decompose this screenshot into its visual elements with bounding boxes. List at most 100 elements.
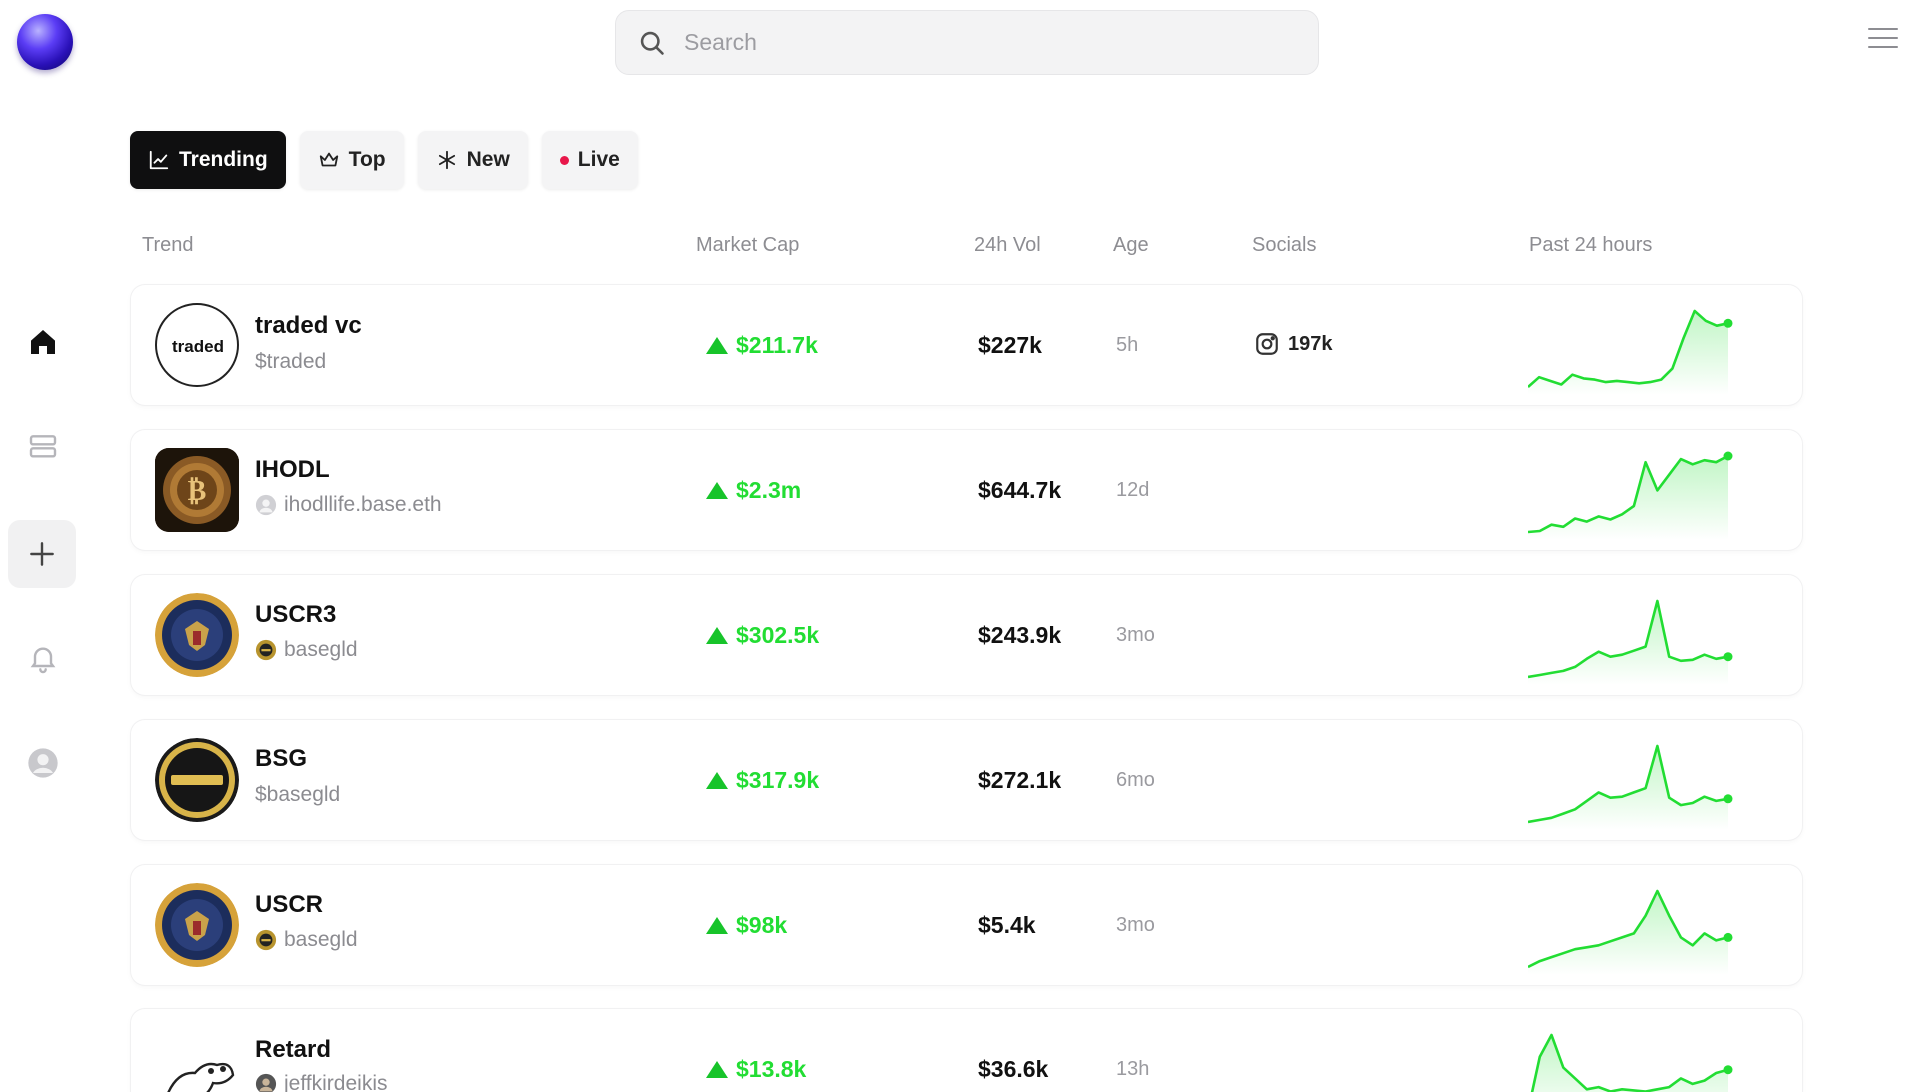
token-ticker: $basegld	[255, 783, 340, 807]
token-creator[interactable]: jeffkirdeikis	[255, 1072, 387, 1092]
tab-top[interactable]: Top	[299, 131, 404, 189]
hamburger-menu-icon[interactable]	[1868, 28, 1898, 52]
column-header-market-cap: Market Cap	[696, 234, 800, 256]
market-cap-text: $211.7k	[736, 332, 818, 358]
token-name: Retard	[255, 1036, 332, 1063]
market-cap-text: $317.9k	[736, 767, 820, 793]
up-triangle-icon	[706, 482, 728, 499]
chart-icon	[149, 150, 169, 170]
sparkline-end-point	[1723, 1065, 1733, 1075]
creator-avatar-icon	[255, 494, 277, 516]
sparkline-line	[1530, 1033, 1729, 1092]
tab-live[interactable]: Live	[541, 131, 638, 189]
token-name: USCR3	[255, 601, 337, 628]
age-value: 6mo	[1116, 769, 1155, 791]
market-cap-text: $302.5k	[736, 622, 820, 648]
creator-name: basegld	[284, 928, 358, 951]
seal-icon	[155, 593, 239, 677]
token-row[interactable]: ₿ IHODL ihodllife.base.eth $2.3m $644.7k…	[131, 430, 1802, 550]
user-icon	[28, 748, 58, 778]
column-header-volume: 24h Vol	[974, 234, 1041, 256]
sidebar-profile[interactable]	[15, 735, 71, 791]
sidebar-notifications[interactable]	[15, 630, 71, 686]
tab-trending[interactable]: Trending	[130, 131, 286, 189]
token-name: BSG	[255, 745, 308, 772]
sparkline-area	[1528, 891, 1728, 975]
token-row[interactable]: USCR basegld $98k $5.4k 3mo	[131, 865, 1802, 985]
market-cap-value: $302.5k	[706, 622, 819, 649]
traded-logo-icon: traded	[172, 337, 224, 356]
search-icon	[640, 31, 664, 55]
crown-icon	[319, 152, 338, 167]
creator-name: jeffkirdeikis	[284, 1072, 388, 1092]
live-dot-icon	[559, 155, 569, 165]
sparkline-end-point	[1723, 318, 1733, 328]
token-row[interactable]: Retard jeffkirdeikis $13.8k $36.6k 13h	[131, 1009, 1802, 1092]
token-row[interactable]: USCR3 basegld $302.5k $243.9k 3mo	[131, 575, 1802, 695]
token-avatar	[155, 1031, 239, 1092]
token-creator[interactable]: basegld	[255, 928, 358, 952]
sparkline-end-point	[1723, 932, 1733, 942]
price-sparkline	[1528, 744, 1733, 830]
ihodl-coin-icon: ₿	[155, 448, 239, 532]
token-avatar: ₿	[155, 448, 239, 532]
token-ticker-text: $basegld	[255, 783, 341, 806]
token-avatar: traded	[155, 303, 239, 387]
volume-value: $5.4k	[978, 912, 1036, 938]
column-header-socials: Socials	[1252, 234, 1317, 256]
instagram-icon	[1256, 333, 1278, 355]
token-avatar	[155, 593, 239, 677]
market-cap-value: $317.9k	[706, 767, 819, 794]
sidebar-home[interactable]	[15, 314, 71, 370]
token-avatar	[155, 738, 239, 822]
search-input[interactable]	[684, 29, 1244, 56]
sparkline-end-point	[1723, 451, 1733, 461]
sparkline-area	[1528, 746, 1728, 830]
market-cap-text: $98k	[736, 912, 788, 938]
sidebar-database[interactable]	[15, 419, 71, 475]
market-cap-text: $2.3m	[736, 477, 802, 503]
creator-avatar-icon	[255, 639, 277, 661]
volume-value: $243.9k	[978, 622, 1062, 648]
volume-value: $272.1k	[978, 767, 1062, 793]
age-value: 12d	[1116, 479, 1150, 501]
social-followers: 197k	[1288, 332, 1333, 355]
sparkline-line	[1528, 889, 1729, 969]
creator-name: ihodllife.base.eth	[284, 493, 442, 516]
up-triangle-icon	[706, 917, 728, 934]
sparkline-end-point	[1723, 794, 1733, 804]
sparkline-line	[1528, 599, 1729, 679]
volume-value: $644.7k	[978, 477, 1062, 503]
sparkline-line	[1528, 744, 1729, 824]
creator-avatar-icon	[255, 1073, 277, 1092]
tab-new[interactable]: New	[417, 131, 528, 189]
up-triangle-icon	[706, 627, 728, 644]
token-row[interactable]: BSG $basegld $317.9k $272.1k 6mo	[131, 720, 1802, 840]
sidebar-create[interactable]	[8, 520, 76, 588]
price-sparkline	[1528, 889, 1733, 975]
sparkline-line	[1528, 309, 1729, 388]
volume-value: $36.6k	[978, 1056, 1049, 1082]
token-creator[interactable]: basegld	[255, 638, 358, 662]
plus-icon	[30, 542, 54, 566]
sparkline-line	[1528, 454, 1729, 534]
bell-icon	[30, 647, 56, 674]
tab-trending-label: Trending	[179, 148, 268, 171]
market-cap-text: $13.8k	[736, 1056, 807, 1082]
market-cap-value: $13.8k	[706, 1056, 806, 1083]
token-creator[interactable]: ihodllife.base.eth	[255, 493, 442, 517]
social-instagram[interactable]: 197k	[1254, 331, 1333, 357]
price-sparkline	[1528, 451, 1733, 540]
filter-tabs: Trending Top New Live	[130, 131, 638, 189]
column-header-trend: Trend	[142, 234, 194, 256]
sparkle-icon	[438, 150, 455, 170]
age-value: 13h	[1116, 1058, 1150, 1080]
token-ticker: $traded	[255, 350, 326, 374]
age-value: 5h	[1116, 334, 1139, 356]
app-logo[interactable]	[17, 14, 73, 70]
search-bar[interactable]	[615, 10, 1319, 75]
frog-sketch-icon	[167, 1062, 235, 1092]
sparkline-area	[1528, 311, 1728, 395]
token-row[interactable]: traded traded vc $traded $211.7k $227k 5…	[131, 285, 1802, 405]
sparkline-end-point	[1723, 652, 1733, 662]
